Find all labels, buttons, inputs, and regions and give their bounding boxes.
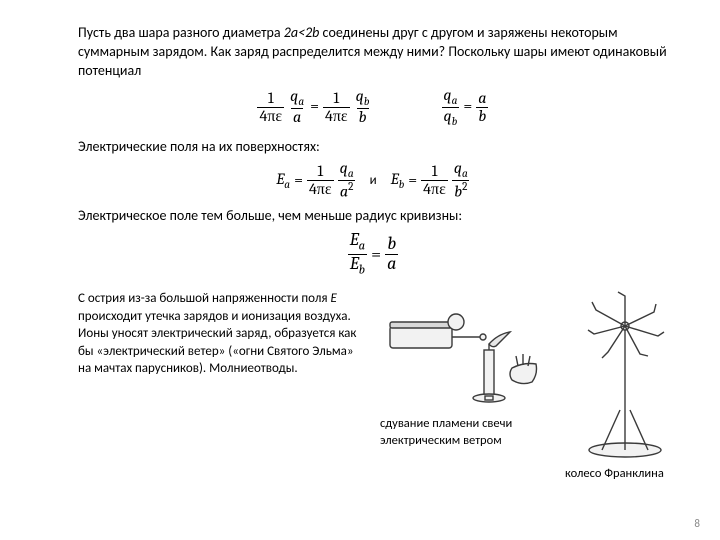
equation-ratio: Ea Eb = ba: [78, 231, 668, 278]
left-a: С острия из-за большой напряженности пол…: [78, 291, 331, 306]
para1-rel: 2a<2b: [284, 24, 320, 41]
candle-illustration-icon: [388, 290, 543, 410]
eq-and: и: [364, 172, 383, 190]
franklin-wheel-icon: [560, 290, 690, 460]
figure-candle: сдувание пламени свечи электрическим вет…: [380, 290, 550, 450]
caption-wheel: колесо Франклина: [565, 466, 685, 483]
equation-potential: 14πε qaa = 14πε qbb qaqb = ab: [78, 87, 668, 128]
para-curvature: Электрическое поле тем больше, чем меньш…: [78, 207, 668, 226]
eq-Ea: Ea = 14πε qaa2: [276, 160, 355, 200]
left-E: E: [331, 291, 337, 306]
equation-fields: Ea = 14πε qaa2 и Eb = 14πε qab2: [78, 160, 668, 200]
para-fields: Электрические поля на их поверхностях:: [78, 138, 668, 157]
figure-franklin-wheel: колесо Франклина: [560, 290, 690, 483]
eq-right: qaqb = ab: [441, 87, 488, 128]
left-b: происходит утечка зарядов и ионизация во…: [78, 309, 356, 377]
page-number: 8: [694, 517, 700, 530]
caption-candle: сдувание пламени свечи электрическим вет…: [380, 416, 550, 450]
eq-Eb: Eb = 14πε qab2: [391, 160, 470, 200]
tip-effect-paragraph: С острия из-за большой напряженности пол…: [78, 290, 358, 483]
eq-left: 14πε qaa = 14πε qbb: [257, 87, 371, 128]
para1-a: Пусть два шара разного диаметра: [78, 24, 284, 41]
intro-paragraph: Пусть два шара разного диаметра 2a<2b со…: [78, 24, 668, 81]
